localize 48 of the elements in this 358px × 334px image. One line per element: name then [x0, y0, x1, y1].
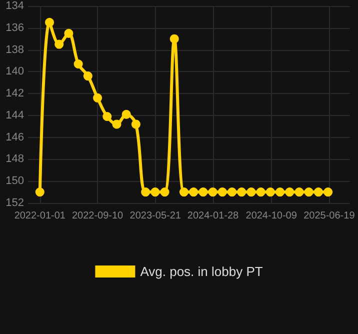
legend-label: Avg. pos. in lobby PT [140, 264, 263, 279]
y-tick-label: 136 [6, 22, 24, 34]
y-tick-label: 152 [6, 197, 24, 209]
point [218, 188, 227, 197]
point [64, 28, 74, 38]
point [170, 34, 179, 44]
x-tick-label: 2025-06-19 [304, 210, 356, 222]
point [35, 188, 44, 197]
y-tick-label: 134 [6, 0, 24, 12]
point [314, 188, 323, 197]
y-tick-label: 146 [6, 131, 24, 144]
point [256, 188, 266, 197]
point [54, 40, 64, 49]
point [179, 188, 188, 197]
point [189, 188, 198, 197]
point [324, 188, 333, 197]
point [45, 18, 54, 27]
point [83, 72, 92, 81]
y-tick-label: 144 [6, 109, 24, 122]
y-tick-label: 148 [6, 153, 24, 166]
point [160, 188, 170, 197]
point [131, 120, 140, 129]
y-tick-label: 142 [6, 88, 24, 100]
point [102, 112, 112, 122]
point [198, 188, 208, 197]
point [208, 188, 218, 197]
point [237, 188, 246, 197]
y-tick-label: 140 [6, 66, 24, 78]
point [294, 188, 304, 197]
x-tick-label: 2024-01-28 [187, 210, 240, 222]
point [276, 188, 285, 197]
y-tick-label: 138 [6, 44, 24, 56]
x-tick-label: 2022-09-10 [72, 210, 124, 222]
point [141, 188, 150, 197]
point [285, 188, 294, 197]
point [150, 188, 160, 197]
x-tick-label: 2023-05-21 [130, 210, 182, 222]
point [304, 188, 314, 197]
point [266, 188, 275, 197]
x-tick-label: 2022-01-01 [14, 210, 66, 222]
point [74, 60, 83, 69]
point [93, 93, 102, 102]
point [122, 110, 131, 119]
point [228, 188, 236, 197]
y-tick-label: 150 [6, 175, 24, 188]
point [246, 188, 256, 197]
point [112, 120, 122, 129]
x-tick-label: 2024-10-09 [246, 210, 298, 222]
